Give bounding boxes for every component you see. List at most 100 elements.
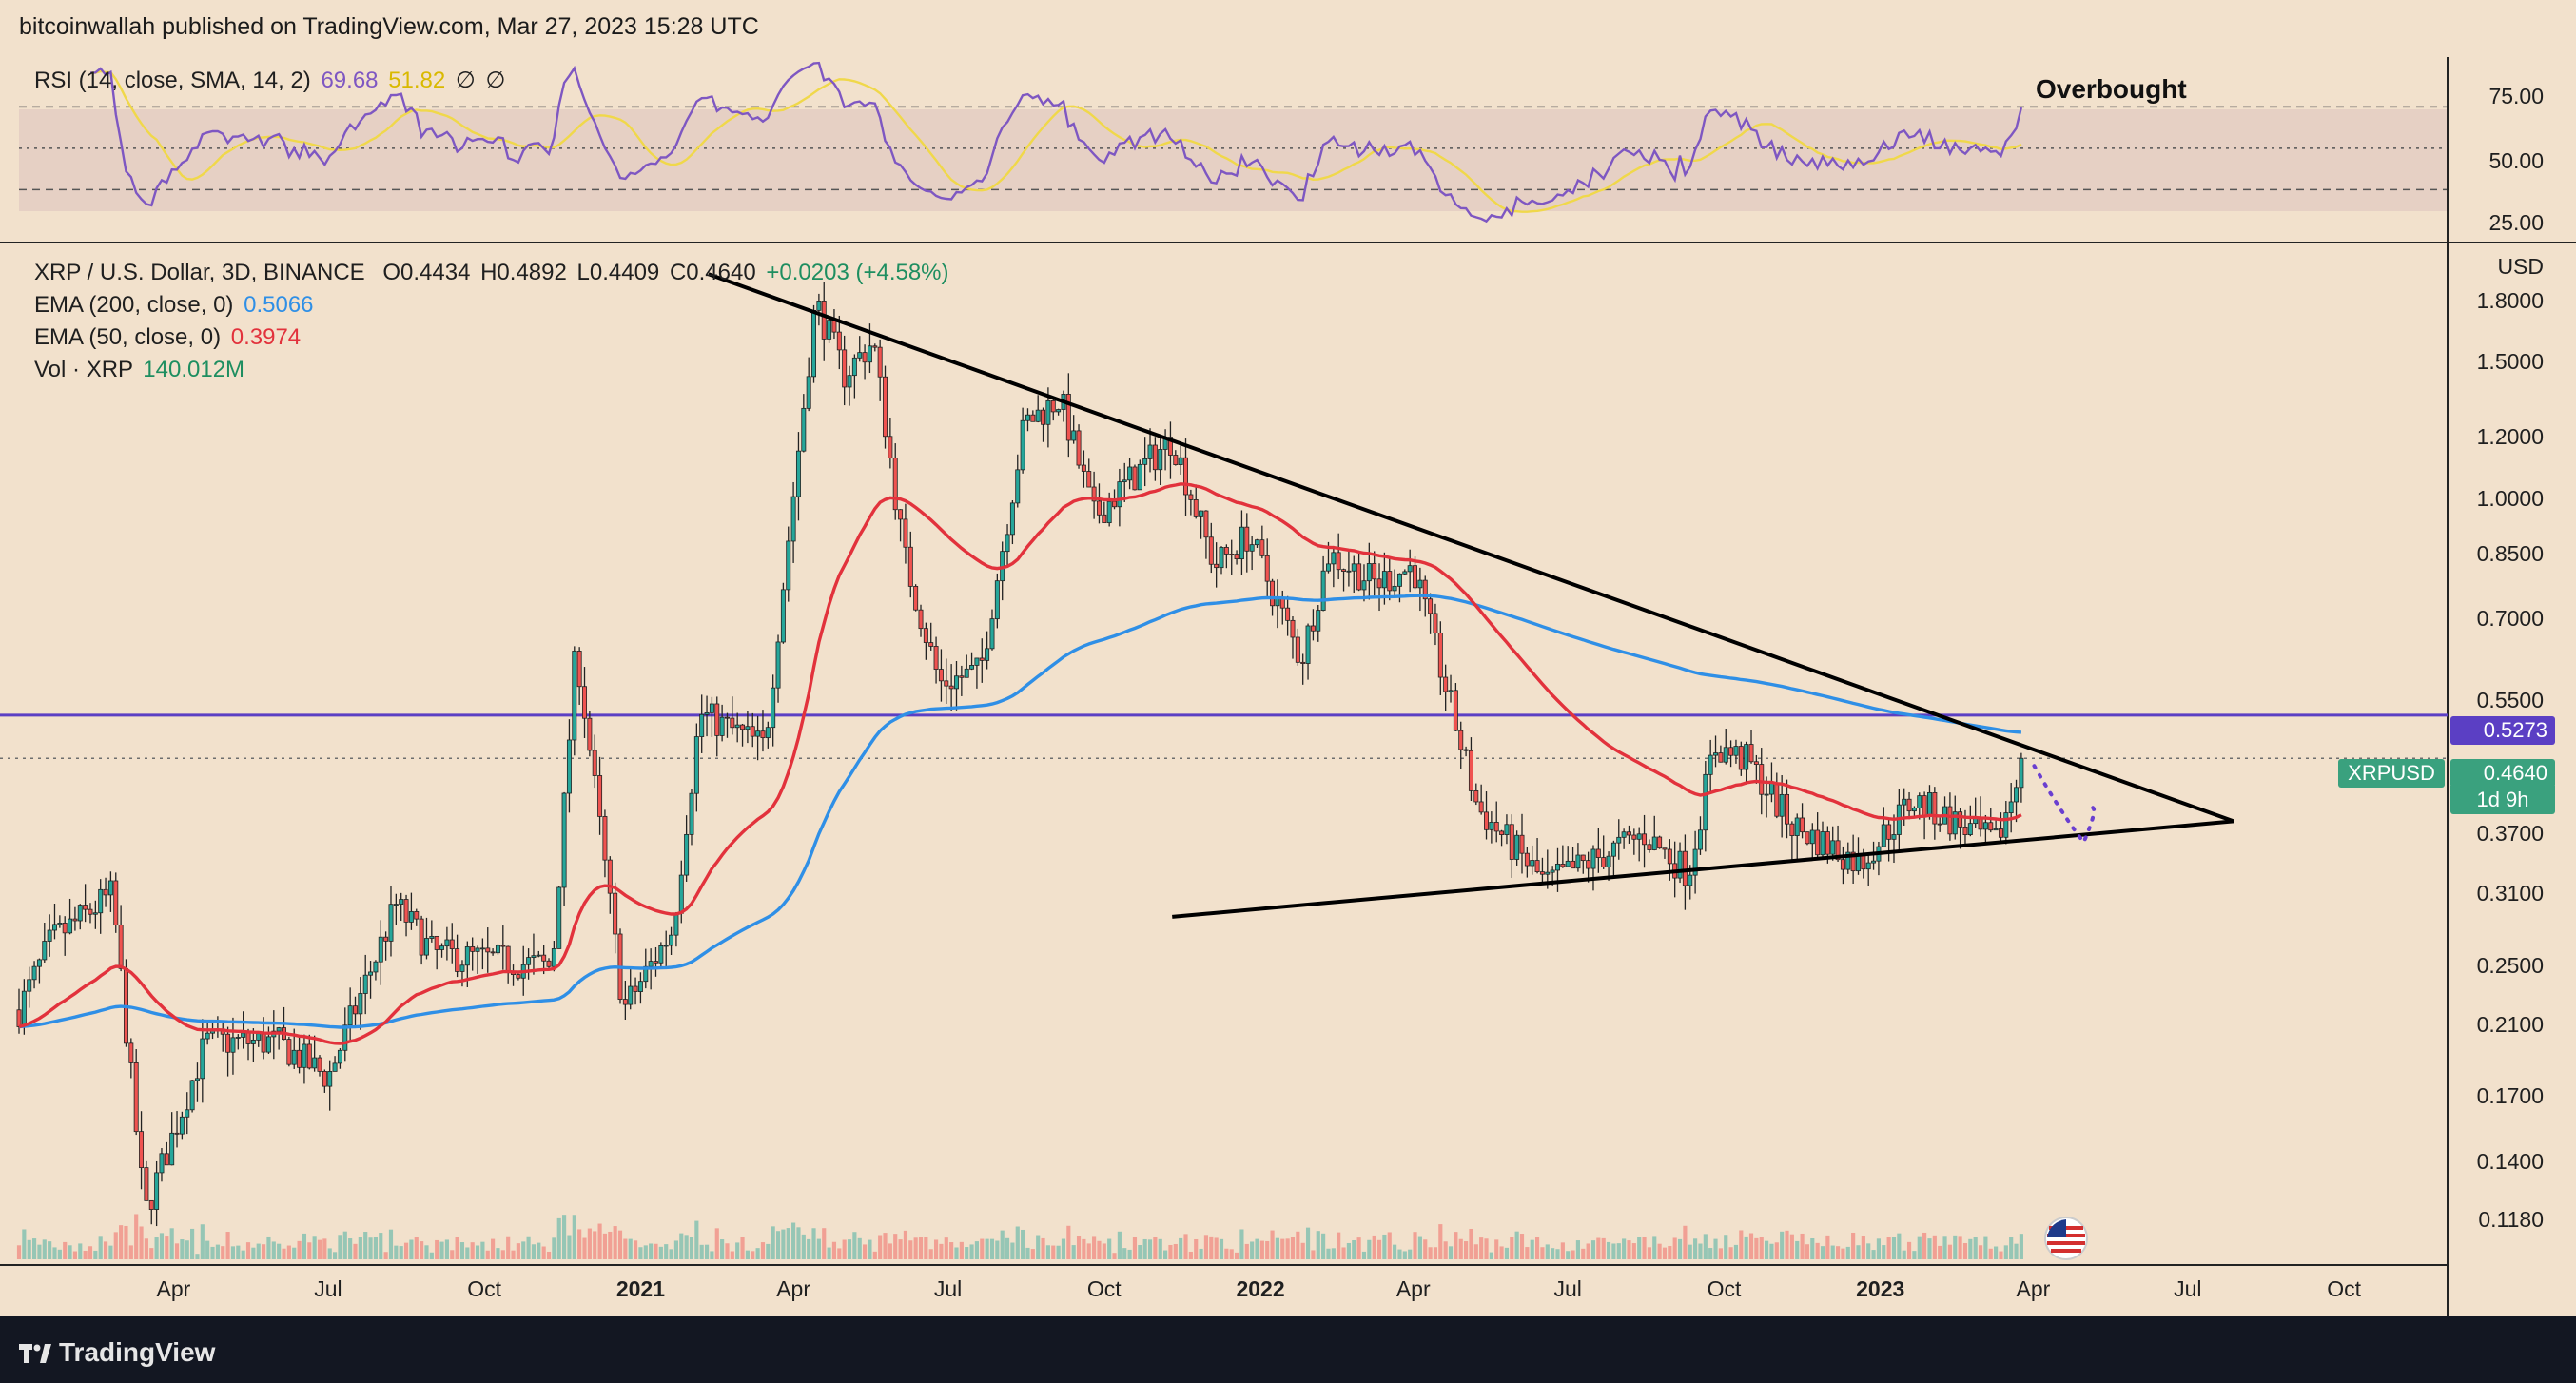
candle [72, 906, 78, 931]
rsi-line [89, 61, 2023, 224]
candle [1651, 815, 1657, 851]
volume-bar [593, 1231, 597, 1259]
volume-bar [1326, 1248, 1331, 1259]
candle [1122, 462, 1127, 502]
candle [561, 791, 567, 906]
candle [1239, 510, 1244, 575]
volume-bar [811, 1228, 816, 1259]
candle [317, 1055, 322, 1077]
candle [974, 657, 980, 689]
volume-bar [582, 1237, 587, 1259]
volume-bar [974, 1241, 979, 1259]
volume-legend[interactable]: Vol · XRP 140.012M [34, 357, 244, 383]
volume-bar [1066, 1225, 1071, 1259]
candle [964, 654, 969, 678]
volume-bar [1071, 1245, 1076, 1259]
volume-bar [791, 1222, 796, 1259]
candle [566, 719, 572, 813]
candle [1336, 533, 1341, 580]
volume-bar [113, 1232, 118, 1259]
tradingview-logo[interactable]: TradingView [19, 1337, 215, 1368]
volume-bar [847, 1239, 852, 1259]
candles [16, 282, 2024, 1227]
candle [969, 652, 975, 671]
volume-bar [1891, 1237, 1897, 1259]
candle [439, 943, 445, 958]
volume-bar [1586, 1243, 1590, 1259]
candle [795, 432, 801, 521]
candle [1530, 845, 1535, 875]
candle [907, 531, 913, 598]
candle [393, 893, 399, 926]
candle [1279, 590, 1285, 625]
volume-bar [1765, 1240, 1769, 1259]
candle [1009, 499, 1015, 545]
candle [1437, 621, 1443, 695]
candle [582, 667, 587, 738]
volume-bar [103, 1241, 108, 1259]
rsi-legend[interactable]: RSI (14, close, SMA, 14, 2) 69.68 51.82 … [34, 67, 505, 94]
candle [613, 882, 618, 954]
volume-bar [256, 1243, 261, 1259]
volume-bar [1479, 1237, 1484, 1259]
time-axis-label: Jul [933, 1276, 963, 1301]
support-trendline[interactable] [1172, 819, 2234, 919]
volume-bar [1469, 1228, 1473, 1259]
volume-bar [1912, 1251, 1917, 1259]
volume-bar [1733, 1244, 1739, 1259]
ema200-legend[interactable]: EMA (200, close, 0) 0.5066 [34, 292, 314, 319]
volume-bar [262, 1244, 266, 1259]
candle [434, 935, 439, 970]
volume-bar [414, 1237, 419, 1259]
candle [1173, 450, 1179, 466]
volume-bar [1239, 1229, 1244, 1259]
volume-bar [1209, 1236, 1214, 1259]
candle [1056, 408, 1062, 416]
candle [1061, 390, 1066, 422]
candle [312, 1035, 318, 1072]
candle [689, 789, 694, 846]
candle [1850, 834, 1856, 885]
candle [709, 696, 714, 737]
candle [1178, 443, 1183, 475]
candle [989, 609, 995, 651]
volume-bar [664, 1244, 669, 1259]
ema50-legend[interactable]: EMA (50, close, 0) 0.3974 [34, 324, 301, 351]
volume-bar [1688, 1244, 1692, 1259]
candle [1982, 814, 1988, 846]
candle [602, 809, 608, 878]
volume-bar [1728, 1247, 1733, 1259]
volume-bar [1219, 1238, 1224, 1259]
volume-bar [807, 1238, 811, 1259]
volume-bar [399, 1246, 403, 1259]
candle [892, 443, 898, 520]
volume-bar [169, 1228, 174, 1259]
main-legend[interactable]: XRP / U.S. Dollar, 3D, BINANCE O0.4434 H… [34, 260, 949, 286]
candle [47, 914, 52, 957]
candle [302, 1034, 307, 1084]
volume-bar [1280, 1238, 1285, 1259]
volume-bar [205, 1240, 210, 1259]
volume-bar [577, 1229, 582, 1259]
candle [185, 1092, 190, 1135]
candle [1372, 551, 1377, 596]
price-axis-label: 0.1400 [2476, 1149, 2544, 1174]
us-flag-icon[interactable] [2044, 1217, 2088, 1260]
volume-bar [1601, 1237, 1606, 1259]
volume-bar [673, 1240, 678, 1259]
volume-bar [1000, 1230, 1005, 1259]
volume-bar [1545, 1244, 1550, 1259]
volume-bar [409, 1239, 414, 1259]
candle [1906, 791, 1912, 820]
candle [1499, 829, 1505, 847]
volume-bar [1337, 1232, 1341, 1259]
volume-bar [827, 1247, 831, 1259]
candle [1601, 835, 1607, 869]
resistance-trendline[interactable] [708, 272, 2234, 824]
ema50-value: 0.3974 [230, 324, 302, 350]
volume-bar [1571, 1250, 1575, 1259]
candle [500, 925, 506, 970]
candle [1627, 825, 1631, 844]
volume-bar [465, 1247, 470, 1259]
